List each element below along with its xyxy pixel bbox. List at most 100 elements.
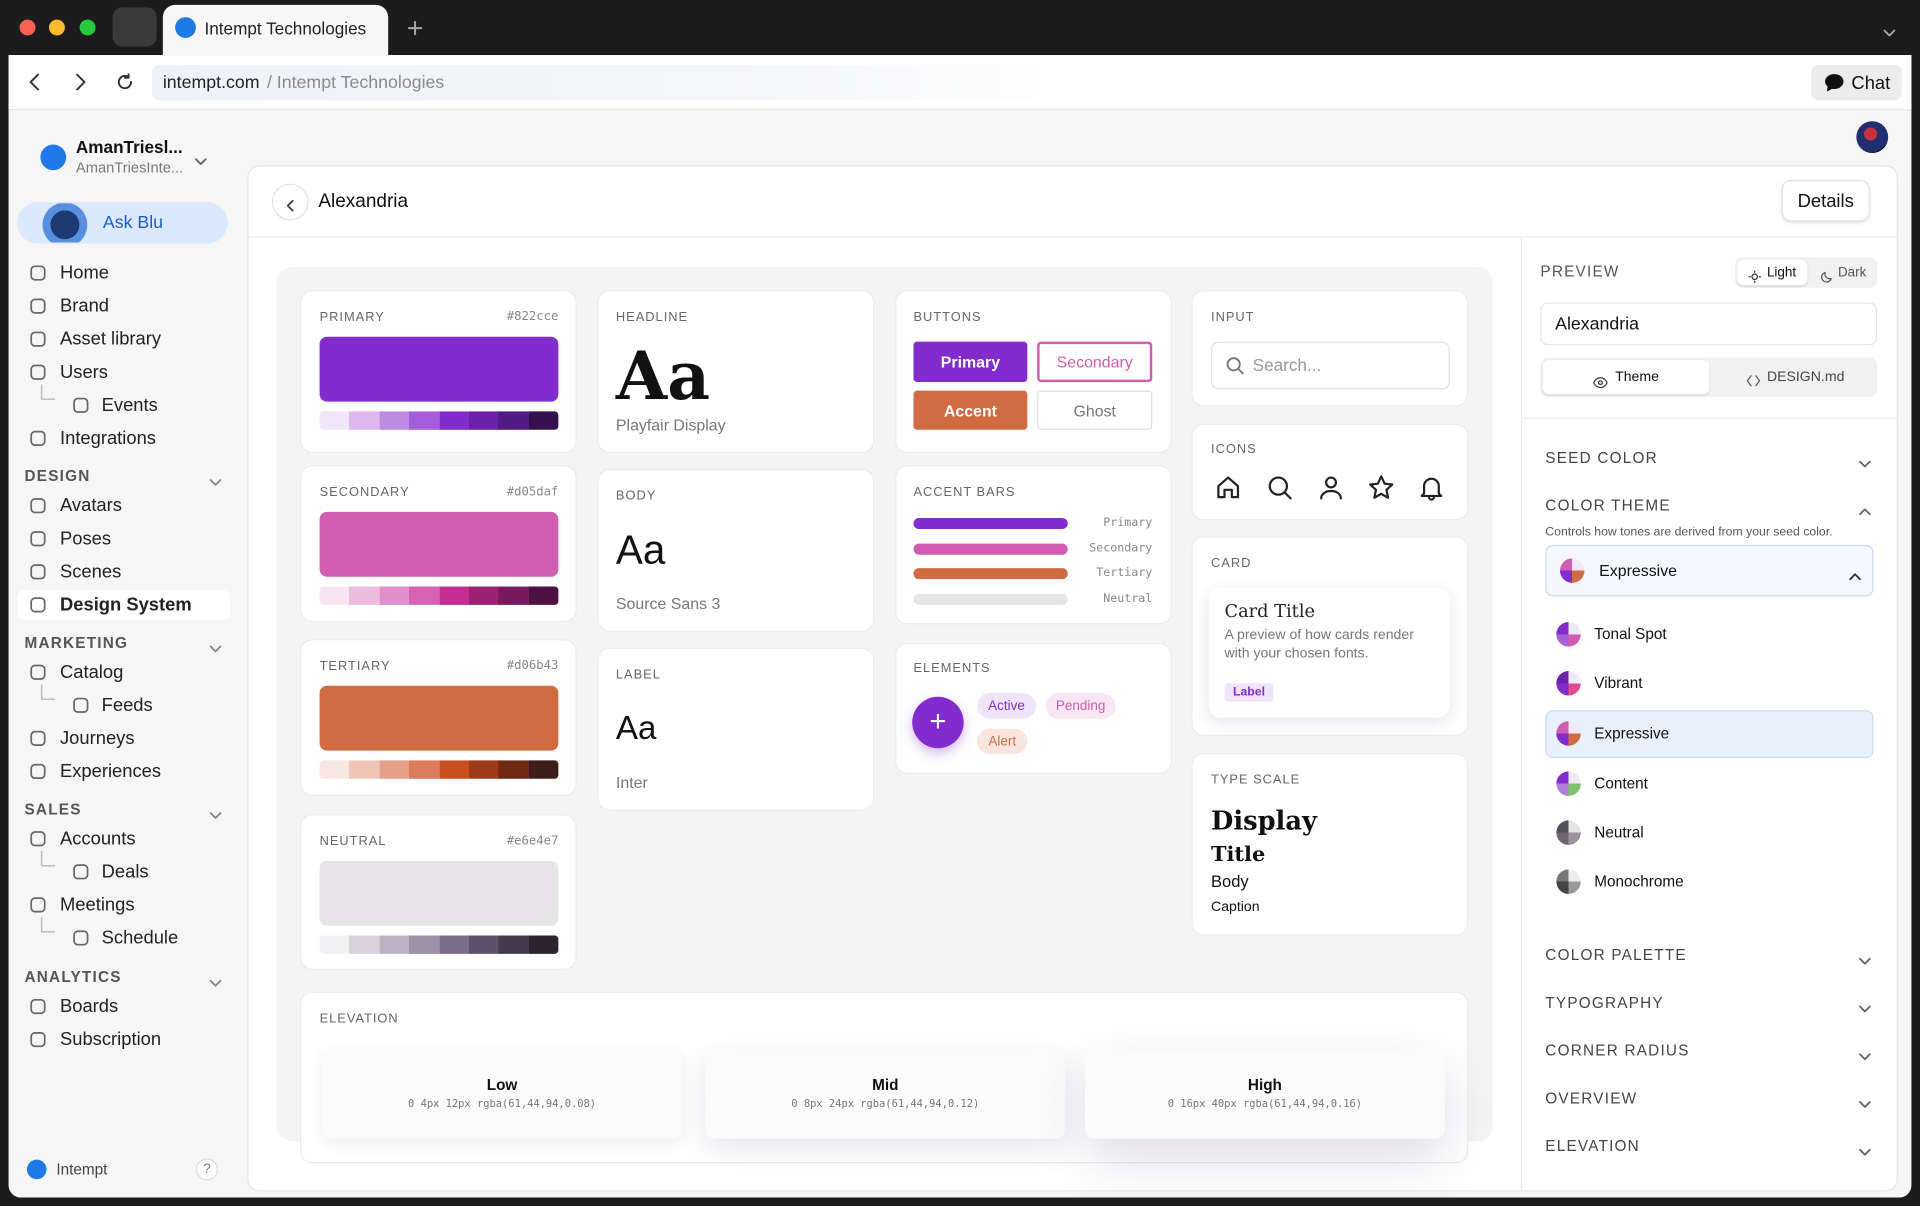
nav-icon xyxy=(29,497,46,514)
theme-option[interactable]: Neutral xyxy=(1594,824,1644,842)
elevation-value: 0 4px 12px rgba(61,44,94,0.08) xyxy=(408,1098,597,1111)
nav-item[interactable]: Events xyxy=(101,394,158,416)
panel-section[interactable]: CORNER RADIUS xyxy=(1545,1042,1690,1060)
nav-item[interactable]: Meetings xyxy=(60,894,135,916)
url-path: / Intempt Technologies xyxy=(266,73,445,94)
name-field[interactable] xyxy=(1540,302,1878,346)
tone xyxy=(438,760,470,779)
theme-dropdown[interactable] xyxy=(1545,544,1874,597)
nav-item[interactable]: Schedule xyxy=(101,927,179,949)
accent-bar xyxy=(913,567,1068,579)
tone xyxy=(349,411,380,430)
theme-option[interactable]: Vibrant xyxy=(1594,674,1643,692)
nav-item[interactable]: Asset library xyxy=(60,328,162,350)
icon xyxy=(73,697,89,714)
nav-heading[interactable]: DESIGN xyxy=(24,467,91,485)
help[interactable] xyxy=(195,1158,218,1181)
icon xyxy=(209,479,222,486)
nav-item[interactable]: Feeds xyxy=(101,695,153,716)
theme-option[interactable]: Monochrome xyxy=(1594,873,1684,891)
panel-section[interactable]: SEED COLOR xyxy=(1545,449,1658,467)
icon xyxy=(30,563,46,580)
card-chip[interactable]: Label xyxy=(1224,683,1274,702)
tone xyxy=(498,935,529,954)
chip[interactable]: Pending xyxy=(1045,693,1116,719)
section-label: ICONS xyxy=(1211,442,1257,457)
nav-item[interactable]: Avatars xyxy=(60,495,122,517)
icon xyxy=(30,664,46,681)
nav-item[interactable]: Accounts xyxy=(60,828,136,850)
nav-icon xyxy=(29,530,46,547)
nav-item[interactable]: Integrations xyxy=(60,427,156,449)
chat-label: Chat xyxy=(1851,72,1891,94)
nav-heading[interactable]: ANALYTICS xyxy=(24,968,122,986)
panel-section[interactable]: ELEVATION xyxy=(1545,1137,1640,1155)
nav-heading[interactable]: SALES xyxy=(24,801,82,819)
mode-light[interactable] xyxy=(1737,259,1808,286)
nav-item[interactable]: Poses xyxy=(60,528,112,550)
nav-item[interactable]: Experiences xyxy=(60,760,162,782)
traffic-light[interactable] xyxy=(48,18,65,35)
icon xyxy=(1825,74,1844,92)
panel-section[interactable]: COLOR PALETTE xyxy=(1545,946,1687,964)
chip[interactable]: Active xyxy=(977,693,1036,719)
theme-option[interactable]: Tonal Spot xyxy=(1594,625,1667,643)
nav-item[interactable]: Journeys xyxy=(60,727,135,749)
icon xyxy=(1268,476,1292,500)
workspace-logo[interactable] xyxy=(40,144,67,171)
tab-theme[interactable] xyxy=(1542,360,1710,395)
accent-button[interactable]: Accent xyxy=(913,390,1028,430)
workspace-name: AmanTriesl... xyxy=(75,137,183,157)
icon xyxy=(408,21,423,36)
swatch xyxy=(319,336,559,402)
details-button[interactable]: Details xyxy=(1781,180,1870,222)
fab[interactable]: + xyxy=(912,696,964,749)
eye-icon xyxy=(1593,372,1608,389)
preview-label: PREVIEW xyxy=(1540,263,1620,281)
secondary-button[interactable]: Secondary xyxy=(1037,341,1153,383)
url-field[interactable] xyxy=(151,64,1103,101)
nav-heading[interactable]: MARKETING xyxy=(24,634,129,652)
panel-section[interactable]: TYPOGRAPHY xyxy=(1545,994,1664,1012)
tab[interactable] xyxy=(162,4,389,56)
nav-item[interactable]: Subscription xyxy=(60,1028,162,1050)
nav-item[interactable]: Scenes xyxy=(60,561,122,582)
nav-item[interactable]: Deals xyxy=(101,861,149,883)
theme-swatch xyxy=(1556,771,1581,796)
tone xyxy=(349,760,380,779)
nav-item[interactable]: Brand xyxy=(60,295,110,317)
nav-item[interactable]: Boards xyxy=(60,995,119,1017)
traffic-light[interactable] xyxy=(18,18,35,35)
primary-button[interactable]: Primary xyxy=(913,341,1028,383)
panel-section[interactable]: COLOR THEME xyxy=(1545,497,1671,515)
panel-section[interactable]: OVERVIEW xyxy=(1545,1089,1638,1107)
mode-label[interactable]: Dark xyxy=(1837,265,1867,281)
icon xyxy=(30,331,46,347)
nav-item[interactable]: Users xyxy=(60,361,108,383)
elevation-sample xyxy=(322,1049,683,1139)
user-avatar[interactable] xyxy=(1856,121,1889,154)
traffic-light[interactable] xyxy=(78,18,95,35)
tab-switcher[interactable] xyxy=(112,7,157,47)
search-placeholder: Search... xyxy=(1252,355,1322,375)
tone xyxy=(349,935,380,954)
nav-item[interactable]: Catalog xyxy=(60,662,124,683)
card xyxy=(597,647,875,811)
chip[interactable]: Alert xyxy=(977,728,1028,755)
theme-option[interactable]: Expressive xyxy=(1594,724,1670,743)
icon xyxy=(1217,476,1240,499)
icon xyxy=(1593,377,1608,389)
font-sample: Aa xyxy=(615,336,711,416)
tab-label[interactable]: DESIGN.md xyxy=(1766,369,1845,385)
new-tab xyxy=(408,20,423,36)
nav-item[interactable]: Design System xyxy=(60,594,192,615)
theme-option-selected xyxy=(1545,710,1874,758)
search-field[interactable] xyxy=(1211,341,1450,390)
back-circle[interactable] xyxy=(271,183,309,221)
theme-option[interactable]: Content xyxy=(1594,775,1648,793)
icon xyxy=(1420,477,1443,501)
footer-logo[interactable] xyxy=(26,1159,47,1180)
ghost-button[interactable]: Ghost xyxy=(1037,390,1153,430)
theme-swatch xyxy=(1556,671,1581,696)
nav-item[interactable]: Home xyxy=(60,262,109,284)
